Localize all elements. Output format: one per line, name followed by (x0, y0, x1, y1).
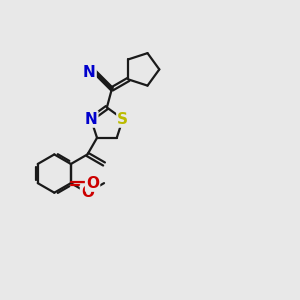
Text: N: N (83, 65, 96, 80)
Text: N: N (85, 112, 97, 127)
Text: O: O (86, 176, 99, 190)
Text: S: S (117, 112, 128, 127)
Text: O: O (81, 185, 94, 200)
